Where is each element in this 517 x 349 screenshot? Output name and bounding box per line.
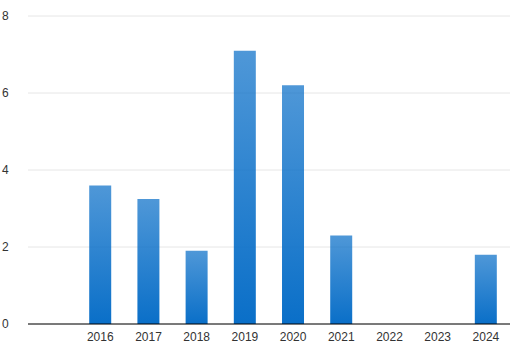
- svg-text:2023: 2023: [424, 330, 451, 344]
- svg-text:2016: 2016: [87, 330, 114, 344]
- svg-text:2021: 2021: [328, 330, 355, 344]
- svg-text:4: 4: [8, 163, 9, 177]
- svg-text:2017: 2017: [135, 330, 162, 344]
- svg-text:0: 0: [8, 317, 9, 331]
- svg-text:2024: 2024: [473, 330, 500, 344]
- svg-text:2019: 2019: [232, 330, 259, 344]
- svg-text:2022: 2022: [376, 330, 403, 344]
- svg-text:6: 6: [8, 86, 9, 100]
- svg-text:2020: 2020: [280, 330, 307, 344]
- svg-text:2018: 2018: [183, 330, 210, 344]
- svg-text:8: 8: [8, 9, 9, 23]
- svg-text:2: 2: [8, 240, 9, 254]
